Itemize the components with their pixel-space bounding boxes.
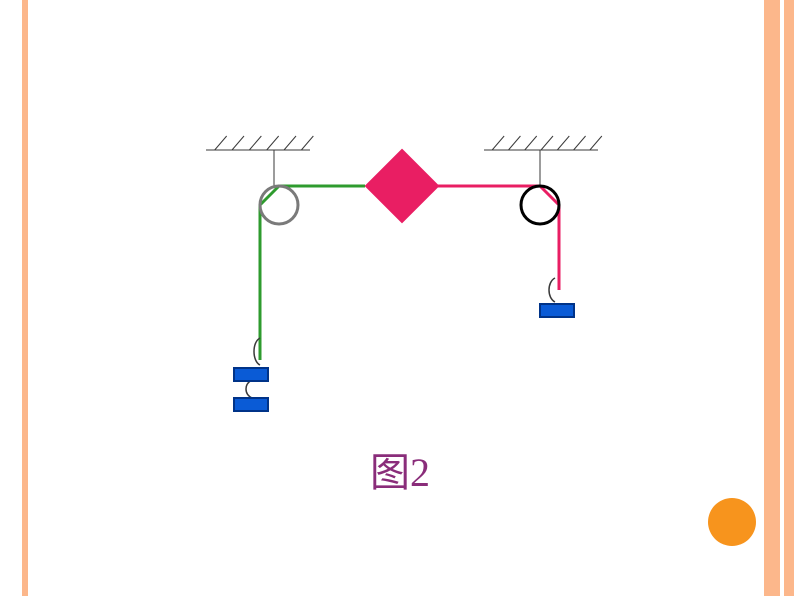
weight-left-bottom xyxy=(234,398,268,411)
physics-diagram xyxy=(0,0,794,596)
weight-left-top xyxy=(234,368,268,381)
figure-caption: 图2 xyxy=(300,440,500,498)
hatch-ceiling-right xyxy=(484,136,602,150)
rope-green xyxy=(260,186,365,360)
decorative-dot-icon xyxy=(708,498,756,546)
diamond-block xyxy=(366,150,438,222)
hook-right xyxy=(549,278,555,302)
hook-mid-left xyxy=(246,380,252,398)
rope-magenta xyxy=(438,186,559,290)
pulley-left xyxy=(260,186,298,224)
hatch-ceiling-left xyxy=(206,136,313,150)
weight-right xyxy=(540,304,574,317)
pulley-right xyxy=(521,186,559,224)
